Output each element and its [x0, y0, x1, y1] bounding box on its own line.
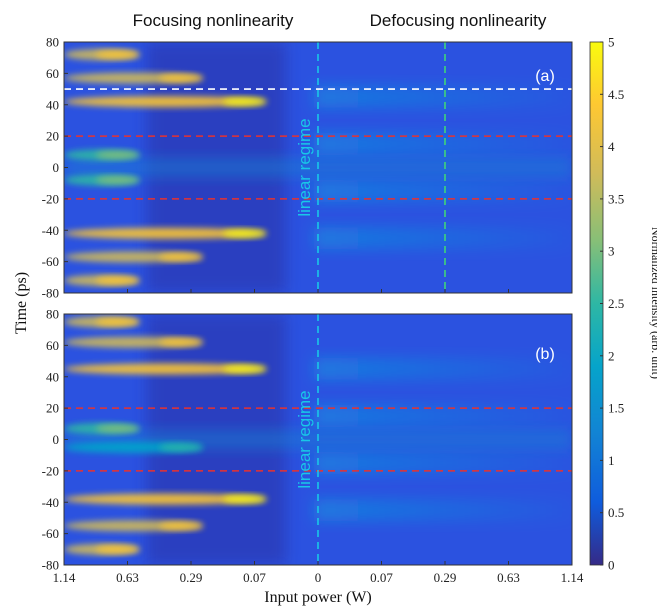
- intensity-streak: [64, 493, 267, 505]
- x-tick-label: 1.14: [561, 570, 584, 585]
- panel-label: (a): [535, 68, 555, 85]
- intensity-peak: [95, 176, 140, 185]
- defocusing-band: [314, 452, 572, 475]
- x-tick-label: 0.63: [116, 570, 139, 585]
- colorbar-tick-label: 0: [608, 558, 615, 573]
- x-tick-label: 0.29: [434, 570, 457, 585]
- y-tick-label: 80: [46, 35, 59, 50]
- intensity-peak: [159, 338, 203, 347]
- x-ticks: 1.14 0.63 0.29 0.07 0 0.07 0.29 0.63 1.14: [53, 289, 584, 585]
- y-tick-label: -80: [42, 558, 59, 573]
- y-tick-label: 60: [46, 338, 59, 353]
- defocusing-band: [314, 357, 572, 380]
- x-tick-label: 0.63: [497, 570, 520, 585]
- y-tick-label: -60: [42, 254, 59, 269]
- y-tick-label: 60: [46, 66, 59, 81]
- colorbar-tick-label: 1.5: [608, 401, 624, 416]
- colorbar-tick-label: 4.5: [608, 87, 624, 102]
- colorbar-tick-label: 5: [608, 35, 615, 50]
- intensity-peak: [222, 364, 267, 373]
- x-tick-label: 0.29: [180, 570, 203, 585]
- colorbar-tick-label: 2: [608, 348, 615, 363]
- x-tick-label: 0.07: [243, 570, 266, 585]
- intensity-peak: [159, 521, 203, 530]
- defocusing-band: [314, 499, 572, 522]
- y-tick-label: 40: [46, 369, 59, 384]
- y-tick-label: 40: [46, 97, 59, 112]
- linear-regime-label: linear regime: [295, 390, 314, 488]
- intensity-peak: [95, 424, 140, 433]
- y-tick-label: 20: [46, 129, 59, 144]
- intensity-streak: [64, 227, 267, 239]
- intensity-streak: [64, 363, 267, 375]
- header-defocusing: Defocusing nonlinearity: [370, 11, 547, 30]
- y-tick-label: -20: [42, 463, 59, 478]
- colorbar-tick-label: 3.5: [608, 191, 624, 206]
- intensity-peak: [159, 74, 203, 83]
- defocusing-band: [314, 227, 572, 250]
- y-tick-label: -20: [42, 191, 59, 206]
- y-ticks-panel-b: 80 60 40 20 0 -20 -40 -60 -80: [42, 307, 68, 573]
- intensity-peak: [222, 495, 267, 504]
- intensity-peak: [222, 229, 267, 238]
- colorbar-ticks: 0 0.5 1 1.5 2 2.5 3 3.5 4 4.5 5: [600, 35, 624, 573]
- y-tick-label: 80: [46, 307, 59, 322]
- intensity-peak: [95, 50, 140, 59]
- y-tick-label: 20: [46, 401, 59, 416]
- y-tick-label: -60: [42, 526, 59, 541]
- panel-a-heatmap: linear regime (a): [63, 41, 573, 294]
- linear-regime-label: linear regime: [295, 118, 314, 216]
- defocusing-band: [314, 404, 572, 427]
- defocusing-band: [314, 85, 572, 108]
- x-axis-label: Input power (W): [264, 589, 372, 606]
- intensity-peak: [159, 443, 203, 452]
- y-tick-label: 0: [53, 432, 60, 447]
- intensity-peak: [95, 317, 140, 326]
- header-focusing: Focusing nonlinearity: [133, 11, 294, 30]
- intensity-streak: [64, 96, 267, 108]
- intensity-peak: [222, 97, 267, 106]
- intensity-peak: [159, 252, 203, 261]
- defocusing-band: [314, 180, 572, 203]
- colorbar-tick-label: 4: [608, 139, 615, 154]
- x-tick-label: 1.14: [53, 570, 76, 585]
- colorbar-tick-label: 3: [608, 244, 615, 259]
- intensity-peak: [95, 150, 140, 159]
- panel-label: (b): [535, 346, 555, 363]
- panel-b-heatmap: linear regime (b): [63, 313, 573, 566]
- x-tick-label: 0: [315, 570, 322, 585]
- defocusing-band: [314, 132, 572, 155]
- colorbar-tick-label: 2.5: [608, 296, 624, 311]
- colorbar-tick-label: 1: [608, 453, 615, 468]
- colorbar-tick-label: 0.5: [608, 505, 624, 520]
- y-tick-label: 0: [53, 160, 60, 175]
- y-ticks-panel-a: 80 60 40 20 0 -20 -40 -60 -80: [42, 35, 68, 301]
- y-tick-label: -80: [42, 286, 59, 301]
- x-tick-label: 0.07: [370, 570, 393, 585]
- y-tick-label: -40: [42, 223, 59, 238]
- intensity-peak: [95, 545, 140, 554]
- intensity-peak: [95, 276, 140, 285]
- y-tick-label: -40: [42, 495, 59, 510]
- y-axis-label: Time (ps): [13, 272, 30, 334]
- colorbar-label: Normalized intensity (arb. unit): [649, 227, 657, 379]
